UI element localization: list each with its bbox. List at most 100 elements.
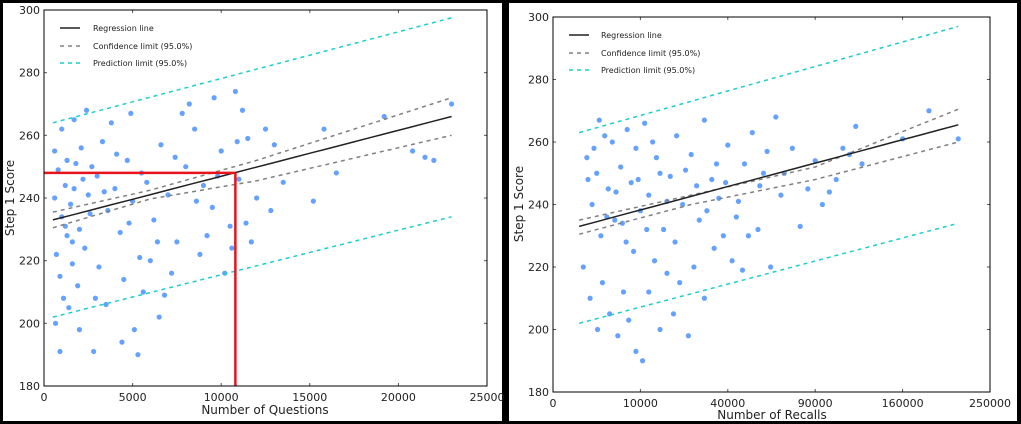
data-point <box>926 108 932 114</box>
data-point <box>83 107 90 113</box>
y-tick-label: 300 <box>19 4 40 17</box>
data-point <box>52 320 59 326</box>
data-point <box>682 167 689 173</box>
data-point <box>653 155 660 161</box>
data-point <box>126 220 132 226</box>
data-point <box>764 148 770 154</box>
confidence-upper-line <box>52 96 452 213</box>
data-point <box>805 186 811 192</box>
x-tick-label: 40000 <box>710 397 745 410</box>
y-tick-label: 240 <box>528 199 549 212</box>
data-point <box>605 186 611 192</box>
data-point <box>204 233 210 239</box>
data-point <box>64 157 70 163</box>
data-point <box>633 348 639 354</box>
data-point <box>619 220 625 226</box>
data-point <box>67 201 74 207</box>
plot-frame <box>43 9 488 387</box>
data-point <box>85 192 91 198</box>
data-point <box>585 176 591 183</box>
data-point <box>381 113 387 120</box>
x-tick-label: 0 <box>550 397 557 410</box>
regression-line <box>52 115 452 221</box>
data-point <box>691 264 697 270</box>
data-point <box>644 226 650 233</box>
data-point <box>209 204 215 210</box>
data-point <box>749 130 755 136</box>
y-tick-label: 220 <box>19 255 40 268</box>
data-point <box>262 126 269 132</box>
confidence-lower-line <box>579 141 959 235</box>
data-point <box>609 139 615 145</box>
data-point <box>615 333 621 339</box>
data-point <box>75 283 81 289</box>
data-point <box>713 161 720 167</box>
data-point <box>853 123 859 129</box>
questions-scatter-plot: Number of Questions Step 1 Score Regress… <box>3 4 505 417</box>
data-point <box>333 170 339 176</box>
data-point <box>135 352 141 358</box>
data-point <box>124 157 130 163</box>
x-tick-label: 90000 <box>798 397 833 410</box>
y-tick-label: 260 <box>528 136 549 149</box>
data-point <box>62 182 68 189</box>
data-point <box>723 180 729 186</box>
data-point <box>64 233 70 239</box>
data-point <box>92 295 98 301</box>
data-point <box>711 245 717 251</box>
x-tick-label: 160000 <box>882 397 924 410</box>
data-point <box>623 239 629 245</box>
data-point <box>66 305 72 311</box>
data-point <box>580 264 586 270</box>
data-point <box>271 142 277 148</box>
data-point <box>584 155 590 161</box>
data-point <box>672 239 678 245</box>
data-point <box>630 248 637 254</box>
data-point <box>69 239 75 245</box>
data-point <box>701 117 707 123</box>
data-point <box>239 107 246 113</box>
data-point <box>53 251 60 257</box>
prediction-upper-line <box>578 25 959 134</box>
data-point <box>626 317 632 323</box>
data-point <box>587 295 593 301</box>
data-point <box>826 189 832 195</box>
data-point <box>639 358 646 364</box>
data-point <box>310 198 316 204</box>
data-point <box>101 189 107 195</box>
right-panel <box>509 3 1017 421</box>
data-point <box>773 114 779 120</box>
data-point <box>660 226 667 233</box>
data-points <box>52 88 455 358</box>
data-point <box>642 120 648 126</box>
y-tick-label: 280 <box>528 74 549 87</box>
data-point <box>186 101 192 107</box>
data-point <box>99 139 106 145</box>
x-tick-label: 20000 <box>381 391 416 404</box>
data-point <box>69 261 75 267</box>
legend: Regression line Confidence limit (95.0%)… <box>569 31 700 75</box>
data-point <box>248 239 254 245</box>
data-point <box>147 258 153 264</box>
data-point <box>745 233 752 239</box>
data-point <box>701 295 707 301</box>
data-point <box>670 311 677 317</box>
data-point <box>618 164 624 170</box>
data-point <box>725 142 731 148</box>
regression-line <box>579 124 959 228</box>
confidence-upper-line <box>579 108 959 221</box>
x-tick-label: 10000 <box>623 397 658 410</box>
x-axis-label: Number of Recalls <box>717 408 826 422</box>
data-point <box>158 142 164 148</box>
data-point <box>89 164 95 170</box>
data-point <box>778 192 784 198</box>
data-point <box>599 280 606 286</box>
data-point <box>741 161 748 167</box>
legend-regression-label: Regression line <box>601 31 662 40</box>
y-axis-label: Step 1 Score <box>512 166 526 242</box>
data-point <box>688 151 694 158</box>
data-point <box>685 333 691 339</box>
data-point <box>60 295 67 301</box>
data-point <box>635 176 641 183</box>
data-point <box>596 117 602 123</box>
